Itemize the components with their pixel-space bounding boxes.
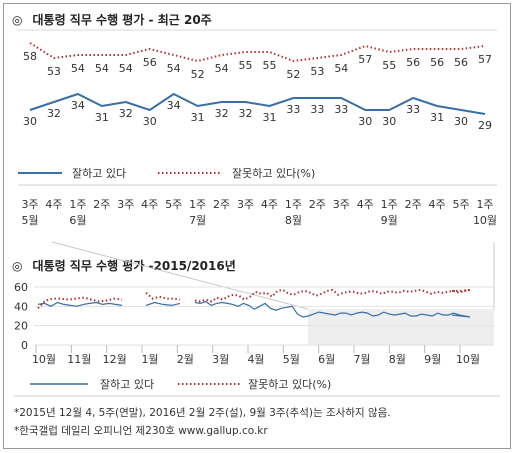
bottom-chart-title: ◎ 대통령 직무 수행 평가 -2015/2016년 (12, 257, 236, 274)
chart-frame (3, 3, 511, 449)
x-tick-week: 3주 (333, 198, 350, 211)
approve-data-label: 33 (334, 103, 348, 116)
x-tick-week: 1주 (69, 198, 86, 211)
disapprove-data-label: 56 (430, 56, 444, 69)
x-tick-month: 6월 (69, 214, 86, 227)
disapprove-data-label: 54 (167, 62, 181, 75)
approve-data-label: 34 (167, 99, 181, 112)
x-tick-week: 2주 (93, 198, 110, 211)
approve-data-label: 30 (23, 115, 37, 128)
x-tick-week: 2주 (405, 198, 422, 211)
approve-data-label: 29 (478, 119, 492, 132)
disapprove-data-label: 53 (310, 65, 324, 78)
approve-data-label: 31 (95, 111, 109, 124)
approve-data-label: 30 (358, 115, 372, 128)
disapprove-data-label: 54 (71, 62, 85, 75)
approve-data-label: 31 (191, 111, 205, 124)
footnote-source: *한국갤럽 데일리 오피니언 제230호 www.gallup.co.kr (14, 425, 268, 437)
disapprove-data-label: 52 (286, 68, 300, 81)
top-plot-area: 30 32 34 31 32 30 34 31 32 32 31 33 33 33 30 30 33 31 30 29… (23, 42, 492, 132)
x-tick-week: 1주 (381, 198, 398, 211)
disapprove-data-label: 56 (454, 56, 468, 69)
x-tick-week: 5주 (165, 198, 182, 211)
x-tick-week: 5주 (452, 198, 469, 211)
disapprove-data-label: 54 (119, 62, 133, 75)
x-tick-week: 4주 (429, 198, 446, 211)
bottom-chart-title-text: 대통령 직무 수행 평가 -2015/2016년 (32, 259, 236, 273)
disapprove-data-label: 54 (215, 62, 229, 75)
top-chart-title-text: 대통령 직무 수행 평가 - 최근 20주 (32, 13, 212, 27)
disapprove-data-label: 56 (143, 56, 157, 69)
approve-data-label: 30 (143, 115, 157, 128)
x-tick-week: 4주 (141, 198, 158, 211)
x-tick-week: 3주 (117, 198, 134, 211)
legend-disapprove-label: 잘못하고 있다(%) (232, 166, 315, 180)
top-x-ticks: 3주 5월 4주 1주 6월 2주 3주 4주 5주 1주 7월 2주 3주 4주 1주 8월 2주 3주 4주 1주… (21, 198, 497, 227)
top-legend: 잘하고 있다 잘못하고 있다(%) (18, 166, 315, 180)
x-tick-week: 3주 (237, 198, 254, 211)
disapprove-data-label: 55 (262, 59, 276, 72)
legend-approve-label: 잘하고 있다 (72, 166, 126, 180)
x-tick-week: 1주 (285, 198, 302, 211)
disapprove-data-label: 57 (478, 53, 492, 66)
x-tick-week: 2주 (213, 198, 230, 211)
disapprove-data-label: 54 (95, 62, 109, 75)
disapprove-data-label: 52 (191, 68, 205, 81)
title-mark-icon: ◎ (12, 259, 23, 273)
x-tick-month: 7월 (189, 214, 206, 227)
top-line-chart: 30 32 34 31 32 30 34 31 32 32 31 33 33 33 30 30 33 31 30 29… (18, 29, 497, 227)
x-tick-month: 8월 (285, 214, 302, 227)
approve-data-label: 32 (47, 107, 61, 120)
approve-data-label: 31 (430, 111, 444, 124)
title-mark-icon: ◎ (12, 13, 23, 27)
approve-data-label: 33 (406, 103, 420, 116)
approve-data-label: 30 (454, 115, 468, 128)
disapprove-data-label: 54 (334, 62, 348, 75)
disapprove-series-line (29, 42, 486, 63)
disapprove-data-label: 53 (47, 65, 61, 78)
x-tick-week: 4주 (261, 198, 278, 211)
x-tick-week: 1주 (189, 198, 206, 211)
disapprove-data-label: 57 (358, 53, 372, 66)
disapprove-data-label: 56 (406, 56, 420, 69)
footnote-survey-gaps: *2015년 12월 4, 5주(연말), 2016년 2월 2주(설), 9월… (14, 407, 391, 419)
approve-data-label: 33 (286, 103, 300, 116)
x-tick-month: 9월 (381, 214, 398, 227)
approve-data-label: 32 (119, 107, 133, 120)
x-tick-week: 2주 (309, 198, 326, 211)
x-tick-month: 5월 (21, 214, 38, 227)
disapprove-data-label: 58 (23, 50, 37, 63)
top-chart-title: ◎ 대통령 직무 수행 평가 - 최근 20주 (12, 11, 212, 28)
approve-series-line (29, 92, 486, 115)
x-tick-week: 3주 (21, 198, 38, 211)
x-tick-week: 1주 (476, 198, 493, 211)
x-tick-week: 4주 (45, 198, 62, 211)
approve-data-label: 34 (71, 99, 85, 112)
disapprove-data-label: 55 (382, 59, 396, 72)
approve-data-label: 32 (239, 107, 253, 120)
approve-data-label: 31 (262, 111, 276, 124)
x-tick-week: 4주 (357, 198, 374, 211)
disapprove-data-label: 55 (239, 59, 253, 72)
approve-data-label: 33 (310, 103, 324, 116)
x-tick-month: 10월 (473, 214, 497, 227)
approve-data-label: 32 (215, 107, 229, 120)
approve-data-label: 30 (382, 115, 396, 128)
